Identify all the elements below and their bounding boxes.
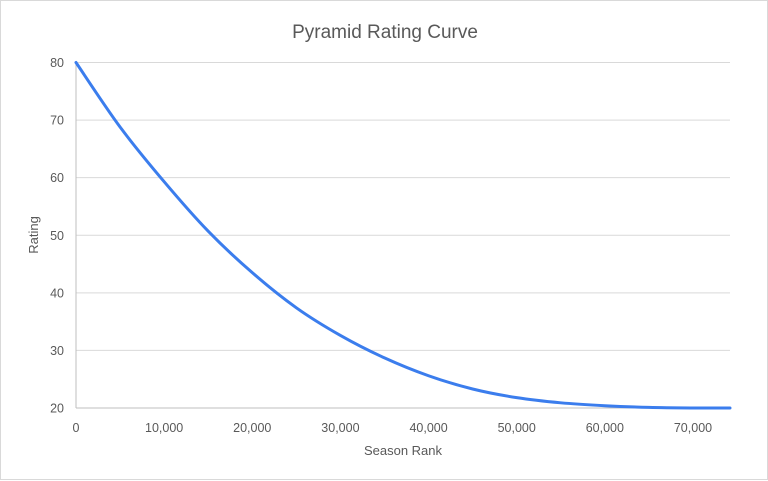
y-tick-label: 30 [50, 344, 64, 358]
x-tick-label: 30,000 [321, 421, 359, 435]
series-layer [74, 61, 732, 410]
x-tick-label: 70,000 [674, 421, 712, 435]
chart-title: Pyramid Rating Curve [292, 22, 478, 43]
gridlines [75, 62, 730, 409]
y-tick-label: 60 [50, 171, 64, 185]
x-axis-label: Season Rank [364, 443, 443, 458]
y-axis-ticks: 20 30 40 50 60 70 80 [50, 56, 64, 416]
x-tick-label: 0 [73, 421, 80, 435]
x-tick-label: 50,000 [498, 421, 536, 435]
x-axis-ticks: 0 10,000 20,000 30,000 40,000 50,000 60,000 70,… [73, 421, 713, 435]
x-tick-label: 60,000 [586, 421, 624, 435]
y-tick-label: 80 [50, 56, 64, 70]
y-axis-label: Rating [26, 216, 41, 254]
y-tick-label: 40 [50, 286, 64, 300]
y-tick-label: 70 [50, 114, 64, 128]
y-tick-label: 20 [50, 402, 64, 416]
x-tick-label: 40,000 [409, 421, 447, 435]
series-line [74, 61, 732, 410]
y-tick-label: 50 [50, 229, 64, 243]
x-tick-label: 20,000 [233, 421, 271, 435]
x-tick-label: 10,000 [145, 421, 183, 435]
